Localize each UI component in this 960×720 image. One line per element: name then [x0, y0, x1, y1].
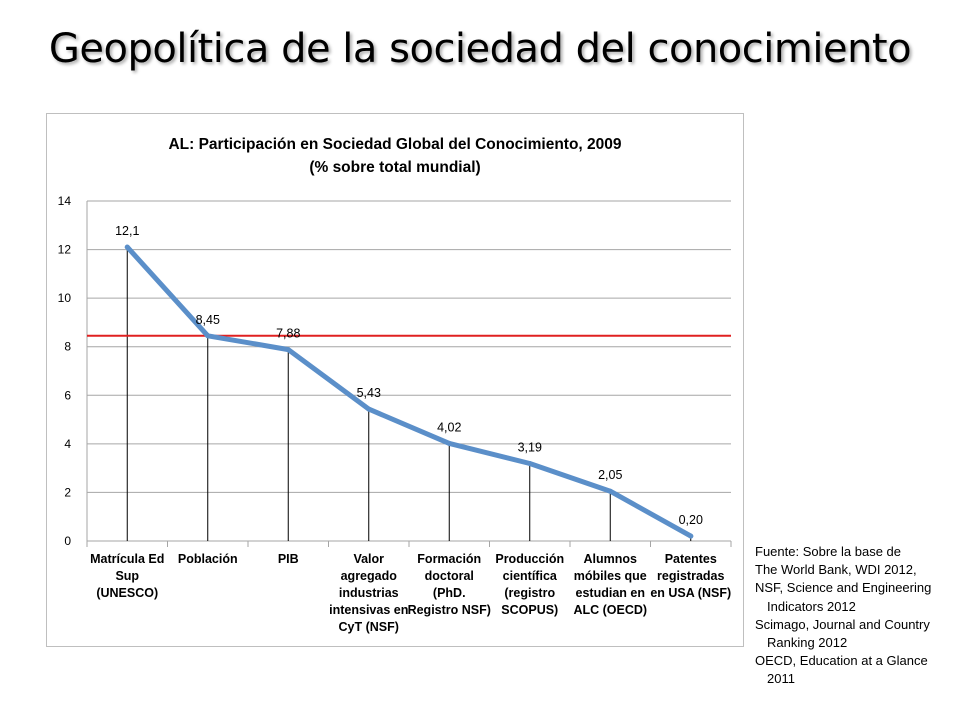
- x-category-label: móbiles que: [574, 569, 647, 583]
- source-line: Scimago, Journal and Country: [755, 616, 930, 632]
- data-label: 8,45: [196, 313, 220, 327]
- x-category-label: Sup: [115, 569, 139, 583]
- x-category-label: ALC (OECD): [573, 603, 647, 617]
- source-line: The World Bank, WDI 2012,: [755, 562, 917, 578]
- line-chart: AL: Participación en Sociedad Global del…: [58, 136, 732, 634]
- x-category-label: Alumnos: [584, 552, 638, 566]
- x-category-label: agregado: [341, 569, 398, 583]
- x-category-label: doctoral: [425, 569, 474, 583]
- x-category-label: SCOPUS): [501, 603, 558, 617]
- data-point: [446, 440, 452, 446]
- x-category-label: Población: [178, 552, 238, 566]
- data-point: [527, 461, 533, 467]
- data-point: [285, 347, 291, 353]
- data-point: [688, 533, 694, 539]
- x-category-label: Matrícula Ed: [90, 552, 164, 566]
- x-category-label: industrias: [339, 586, 399, 600]
- x-category-label: intensivas en: [329, 603, 408, 617]
- x-category-label: científica: [503, 569, 558, 583]
- y-tick-label: 4: [64, 437, 71, 451]
- series-line: [124, 244, 694, 539]
- x-category-label: (UNESCO): [96, 586, 158, 600]
- x-category-label: CyT (NSF): [339, 620, 399, 634]
- source-line: 2011: [767, 671, 795, 687]
- slide-title: Geopolítica de la sociedad del conocimie…: [48, 26, 912, 72]
- x-category-label: estudian en: [576, 586, 645, 600]
- data-label: 4,02: [437, 420, 461, 434]
- source-line: NSF, Science and Engineering: [755, 580, 932, 596]
- data-label: 12,1: [115, 224, 139, 238]
- data-label: 0,20: [679, 513, 703, 527]
- y-tick-label: 12: [58, 243, 72, 257]
- y-tick-label: 8: [64, 340, 71, 354]
- source-line: Fuente: Sobre la base de: [755, 544, 901, 559]
- y-tick-label: 2: [64, 485, 71, 499]
- y-tick-label: 10: [58, 291, 72, 305]
- x-category-label: PIB: [278, 552, 299, 566]
- x-category-label: (registro: [504, 586, 555, 600]
- x-category-label: (PhD.: [433, 586, 466, 600]
- y-tick-label: 14: [58, 194, 72, 208]
- data-label: 3,19: [518, 441, 542, 455]
- data-point: [607, 488, 613, 494]
- chart-frame: AL: Participación en Sociedad Global del…: [46, 113, 744, 647]
- x-category-label: Producción: [495, 552, 564, 566]
- data-label: 7,88: [276, 327, 300, 341]
- x-category-label: Patentes: [665, 552, 717, 566]
- x-category-label: en USA (NSF): [650, 586, 731, 600]
- data-label: 2,05: [598, 468, 622, 482]
- data-point: [366, 406, 372, 412]
- chart-title: AL: Participación en Sociedad Global del…: [168, 136, 621, 153]
- source-note: Fuente: Sobre la base de The World Bank, …: [755, 543, 955, 689]
- y-tick-label: 6: [64, 388, 71, 402]
- chart-subtitle: (% sobre total mundial): [309, 159, 480, 176]
- data-label: 5,43: [357, 386, 381, 400]
- data-point: [205, 333, 211, 339]
- source-line: Ranking 2012: [767, 635, 848, 651]
- x-category-label: registradas: [657, 569, 724, 583]
- x-category-label: Registro NSF): [408, 603, 491, 617]
- data-point: [124, 244, 130, 250]
- x-category-label: Valor: [353, 552, 384, 566]
- source-line: OECD, Education at a Glance: [755, 653, 928, 669]
- x-category-label: Formación: [417, 552, 481, 566]
- source-line: Indicators 2012: [767, 598, 856, 614]
- y-tick-label: 0: [64, 534, 71, 548]
